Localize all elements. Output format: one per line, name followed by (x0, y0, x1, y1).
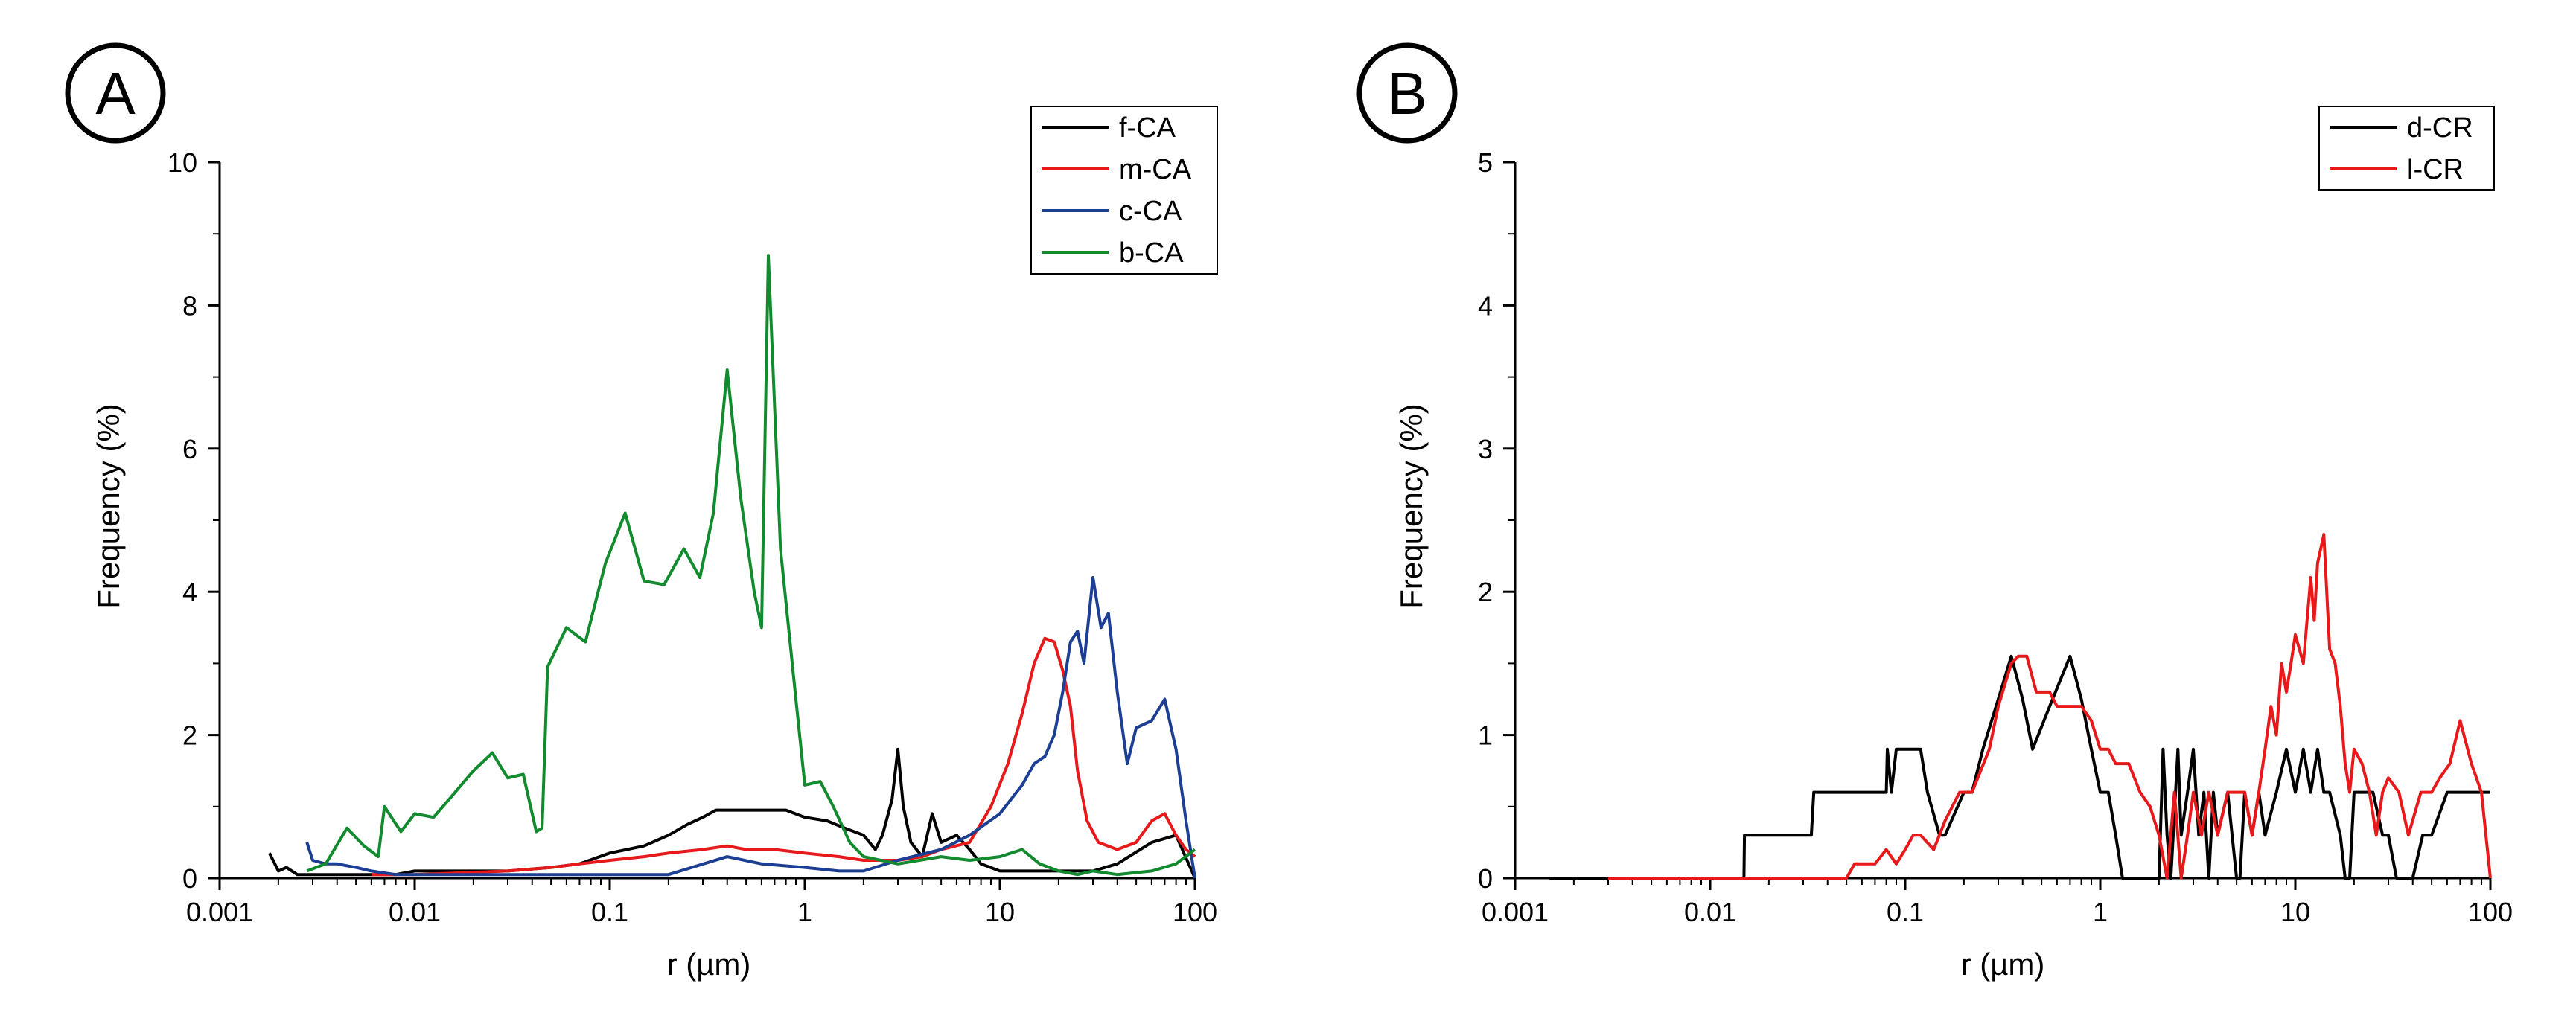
x-tick-label-b: 0.1 (1887, 897, 1924, 927)
y-tick-label-a: 0 (182, 863, 197, 894)
legend-label-b-ca: b-CA (1119, 237, 1184, 269)
y-tick-label-a: 6 (182, 434, 197, 464)
panel-a: A 0.001 0.01 0.1 1 10 100 0 2 4 6 8 10 r (µm) Frequ… (65, 42, 1218, 982)
x-tick-label-b: 10 (2280, 897, 2310, 927)
panel-a-letter-circle (65, 42, 166, 144)
series-line-f-ca (268, 747, 1196, 879)
y-axis-label-a: Frequency (%) (91, 403, 126, 608)
legend-label-d-cr: d-CR (2407, 112, 2473, 144)
legend-a: f-CA m-CA c-CA b-CA (1030, 106, 1218, 275)
legend-box-a (1030, 106, 1218, 275)
plot-area-a: 0.001 0.01 0.1 1 10 100 0 2 4 6 8 10 (168, 147, 1217, 927)
y-tick-label-b: 0 (1478, 863, 1493, 894)
legend-box-b (2318, 106, 2495, 191)
x-tick-label-a: 100 (1173, 897, 1217, 927)
legend-b: d-CR l-CR (2318, 106, 2495, 191)
y-tick-label-b: 3 (1478, 434, 1493, 464)
x-tick-label-a: 0.1 (591, 897, 628, 927)
y-tick-label-a: 2 (182, 720, 197, 751)
x-tick-label-b: 0.001 (1482, 897, 1549, 927)
y-axis-label-b: Frequency (%) (1394, 403, 1429, 608)
plot-area-b: 0.001 0.01 0.1 1 10 100 0 1 2 3 4 5 (1478, 147, 2513, 927)
series-line-d-cr (1549, 654, 2490, 880)
x-axis-label-b: r (µm) (1961, 947, 2045, 982)
y-tick-label-b: 5 (1478, 147, 1493, 178)
legend-label-f-ca: f-CA (1119, 112, 1176, 144)
series-line-m-ca (371, 636, 1196, 877)
panel-b: B 0.001 0.01 0.1 1 10 100 0 1 2 3 4 5 r (µm) Freque… (1356, 42, 2513, 982)
x-tick-label-a: 0.001 (186, 897, 253, 927)
x-tick-label-a: 10 (985, 897, 1015, 927)
panel-a-letter: A (95, 60, 136, 127)
x-tick-label-b: 1 (2093, 897, 2108, 927)
y-tick-label-a: 4 (182, 577, 197, 607)
x-tick-label-b: 100 (2468, 897, 2513, 927)
y-tick-label-b: 2 (1478, 577, 1493, 607)
y-tick-label-a: 10 (168, 147, 197, 178)
y-tick-label-b: 4 (1478, 290, 1493, 321)
legend-label-l-cr: l-CR (2407, 154, 2464, 185)
series-line-l-cr (1608, 533, 2492, 880)
panel-b-letter-circle (1356, 42, 1458, 144)
legend-label-c-ca: c-CA (1119, 196, 1182, 227)
x-axis-label-a: r (µm) (667, 947, 751, 982)
y-tick-label-b: 1 (1478, 720, 1493, 751)
y-tick-label-a: 8 (182, 290, 197, 321)
legend-label-m-ca: m-CA (1119, 154, 1192, 185)
x-tick-label-b: 0.01 (1684, 897, 1736, 927)
x-tick-label-a: 0.01 (389, 897, 441, 927)
series-line-b-ca (306, 254, 1196, 877)
panel-b-letter: B (1387, 60, 1426, 127)
x-tick-label-a: 1 (797, 897, 812, 927)
series-line-c-ca (305, 576, 1196, 879)
